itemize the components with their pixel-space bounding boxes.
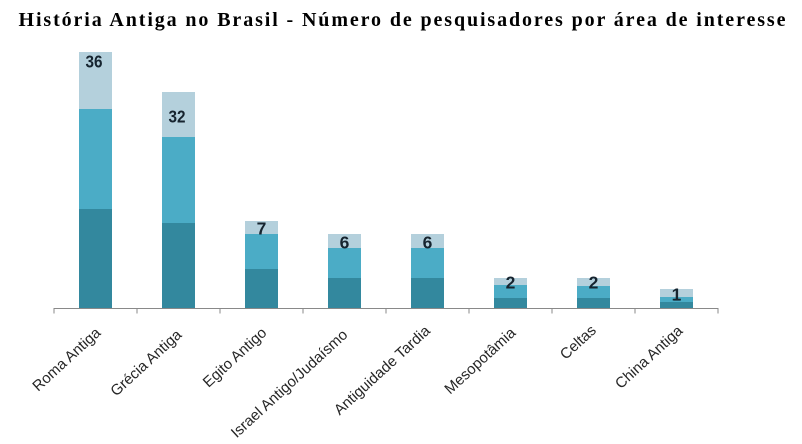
svg-text:História Antiga no Brasil - Nú: História Antiga no Brasil - Número de pe… [19,9,786,31]
svg-text:36: 36 [86,51,103,71]
svg-text:Egito Antigo: Egito Antigo [200,324,271,391]
svg-text:1: 1 [672,285,682,305]
svg-text:2: 2 [589,273,599,293]
svg-text:China Antiga: China Antiga [612,322,687,392]
svg-text:Mesopotâmia: Mesopotâmia [441,324,519,398]
svg-text:7: 7 [257,219,267,239]
svg-text:6: 6 [340,233,350,253]
svg-text:6: 6 [423,233,433,253]
svg-text:2: 2 [506,273,516,293]
svg-text:Celtas: Celtas [557,322,600,363]
svg-text:Roma Antiga: Roma Antiga [29,324,104,395]
svg-text:32: 32 [169,107,186,127]
svg-text:Grécia Antiga: Grécia Antiga [107,326,185,400]
